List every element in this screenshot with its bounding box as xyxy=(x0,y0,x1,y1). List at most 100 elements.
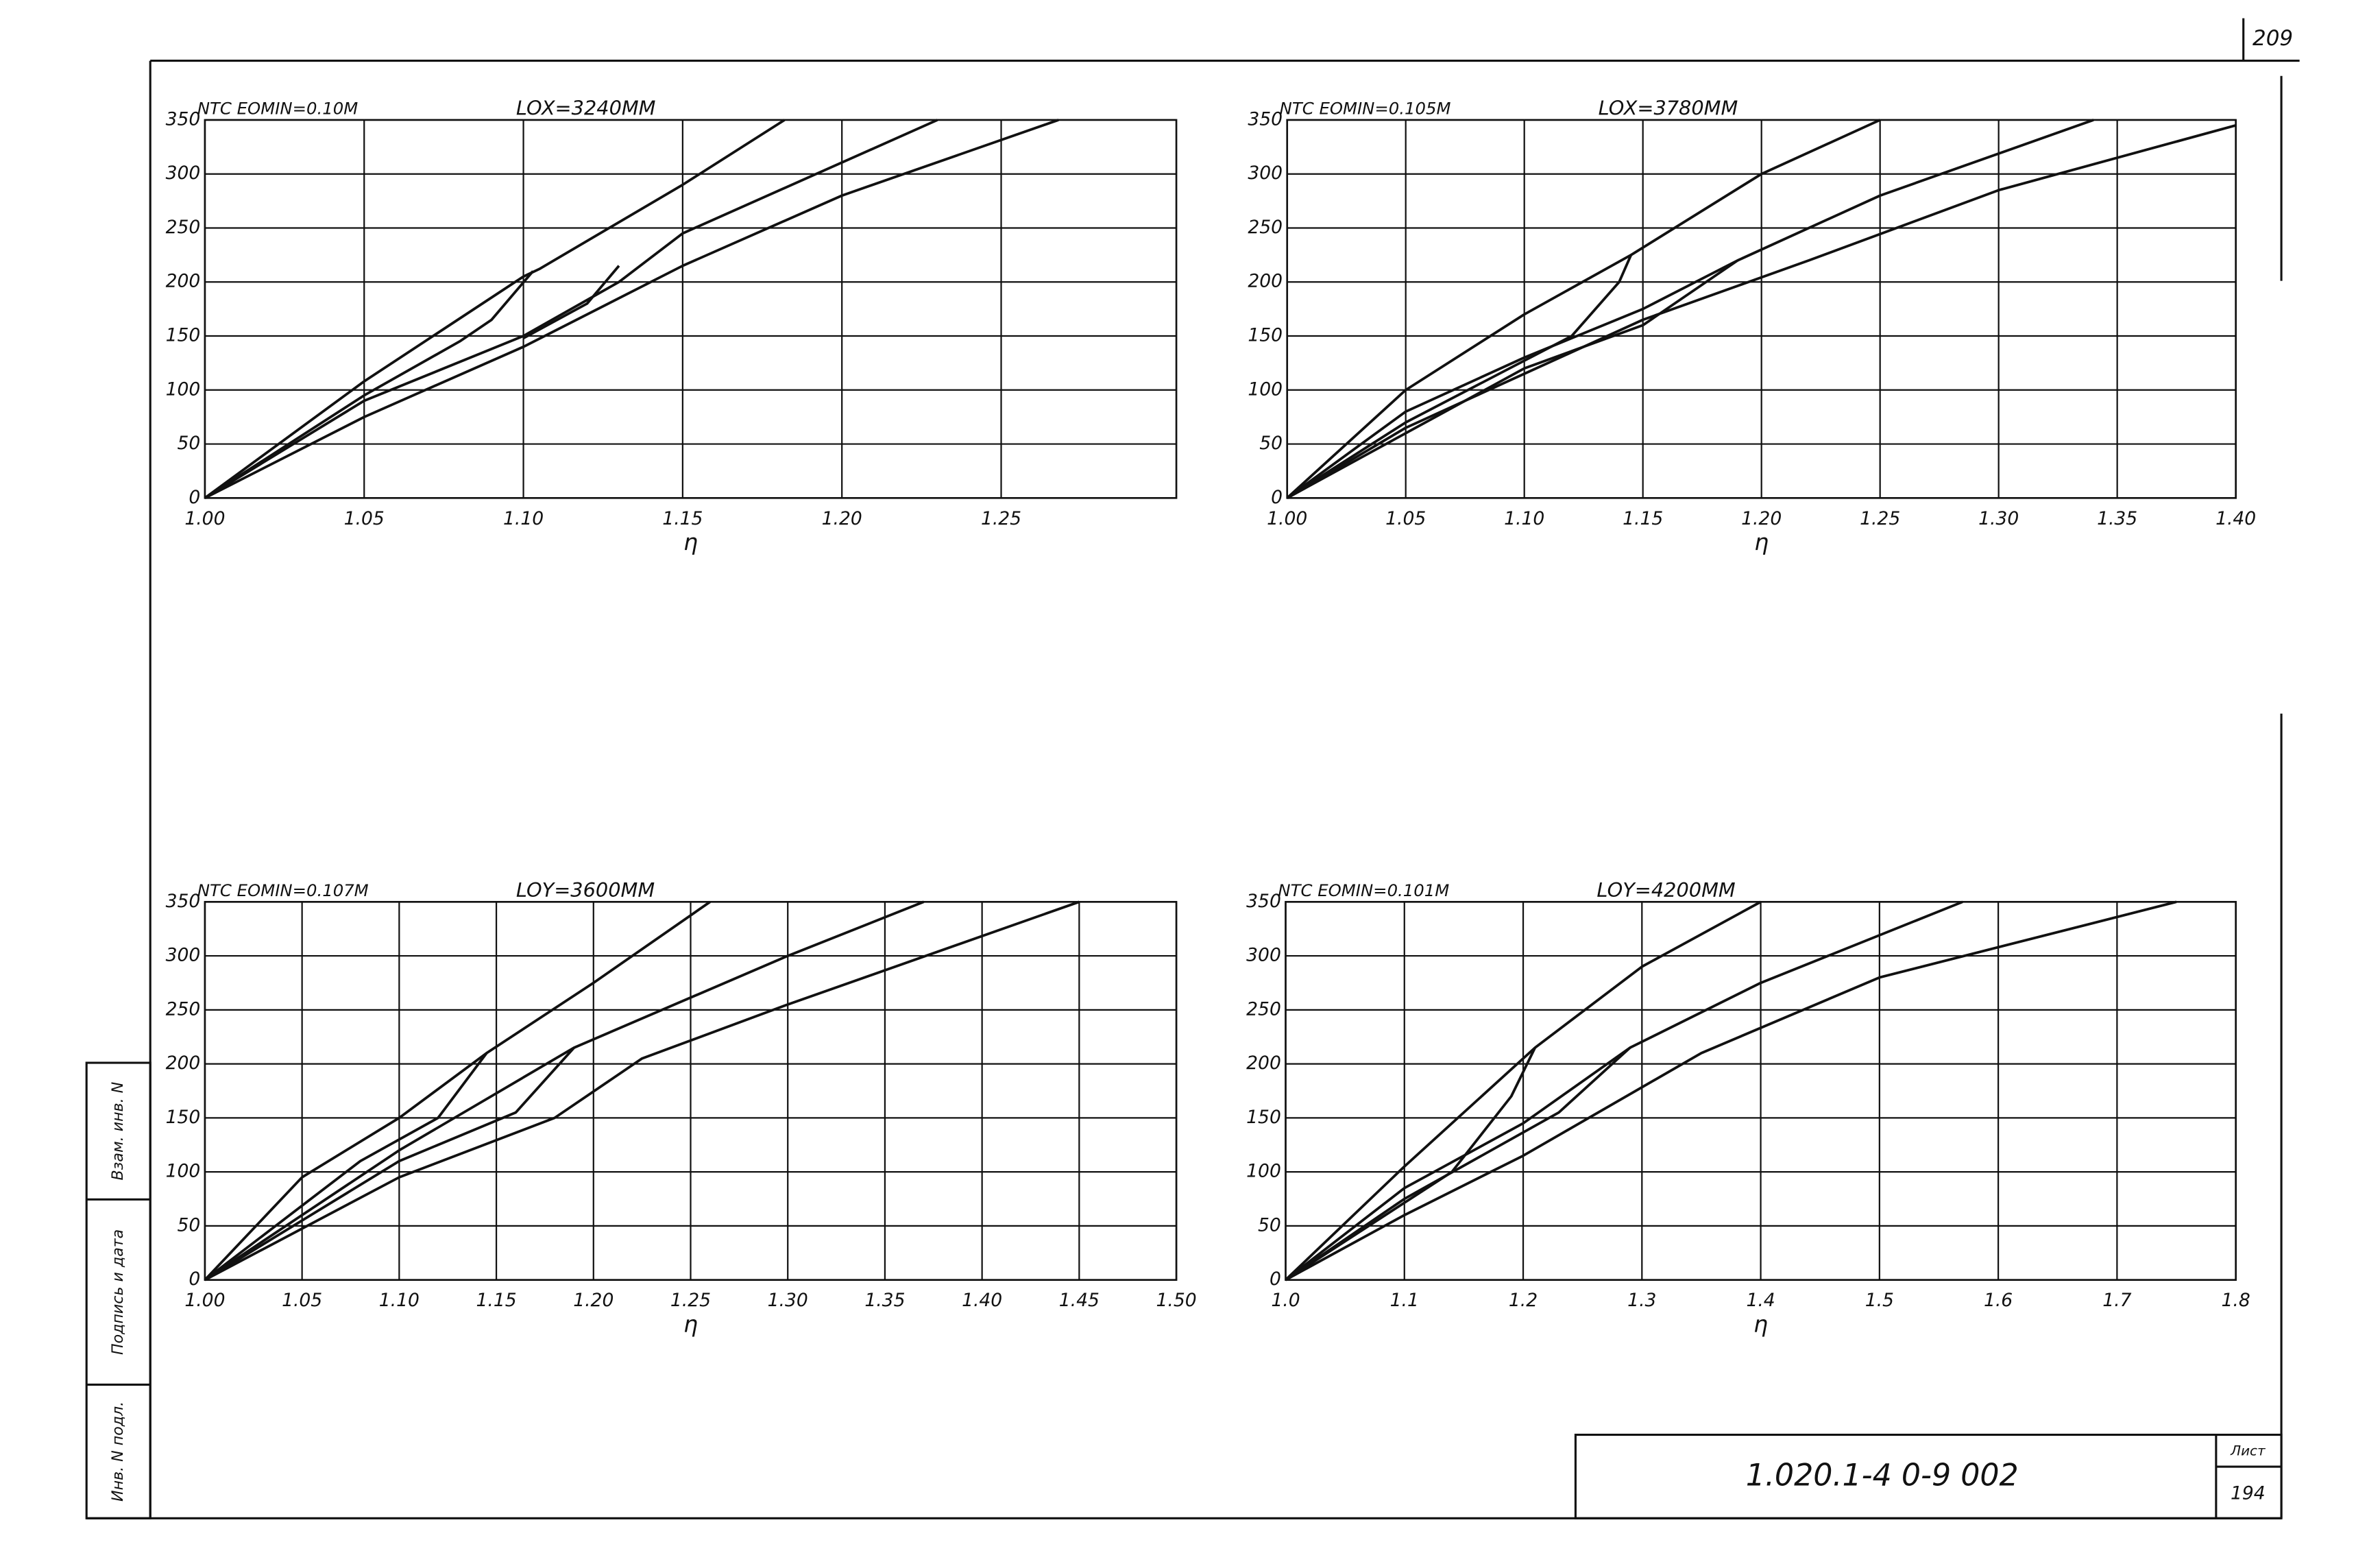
x-tick-label: 1.20 xyxy=(822,508,862,529)
y-tick-label: 250 xyxy=(1246,998,1281,1020)
x-tick-label: 1.25 xyxy=(1860,508,1900,529)
y-tick-label: 250 xyxy=(166,217,201,238)
y-tick-label: 100 xyxy=(1246,1161,1281,1182)
chart-subtitle: LOX=3780MM xyxy=(1599,96,1738,119)
x-tick-label: 1.20 xyxy=(573,1290,614,1311)
chart-title: NTC EOMIN=0.107M xyxy=(197,880,369,900)
x-tick-label: 1.15 xyxy=(662,508,703,529)
curve xyxy=(1286,254,1633,499)
y-tick-label: 150 xyxy=(1248,325,1283,346)
y-tick-label: 250 xyxy=(166,998,201,1020)
x-axis-label: η xyxy=(683,529,698,555)
doc-code: 1.020.1-4 0-9 002 xyxy=(1746,1458,2019,1493)
x-tick-label: 1.00 xyxy=(184,508,225,529)
chart-subtitle: LOY=4200MM xyxy=(1596,878,1735,902)
x-tick-label: 1.30 xyxy=(768,1290,808,1311)
y-tick-label: 350 xyxy=(1248,108,1283,130)
y-tick-label: 150 xyxy=(166,1107,201,1128)
y-tick-label: 0 xyxy=(1271,487,1283,508)
y-tick-label: 350 xyxy=(166,108,201,130)
x-tick-label: 1.5 xyxy=(1865,1290,1894,1311)
curve xyxy=(1285,1047,1537,1282)
chart: 0 50 100 150 200 250 300 350 1.00 1.05 1.10 1.15 1.2… xyxy=(166,878,1197,1338)
sheet-frame xyxy=(85,18,2300,1519)
side-label: Взам. инв. N xyxy=(109,1082,127,1181)
curve xyxy=(1285,1046,1631,1282)
x-tick-label: 1.2 xyxy=(1509,1290,1538,1311)
y-tick-label: 150 xyxy=(1246,1107,1281,1128)
x-tick-label: 1.20 xyxy=(1741,508,1782,529)
x-tick-label: 1.05 xyxy=(1385,508,1426,529)
chart: 0 50 100 150 200 250 300 350 1.00 1.05 1.10 1.15 1.2… xyxy=(166,96,1178,555)
chart-title: NTC EOMIN=0.101M xyxy=(1278,880,1449,900)
curve xyxy=(204,1052,488,1282)
curve xyxy=(204,900,1080,1282)
curve xyxy=(522,265,620,339)
curve xyxy=(1286,119,1881,499)
y-tick-label: 50 xyxy=(177,433,200,454)
chart-title: NTC EOMIN=0.105M xyxy=(1280,98,1451,118)
x-tick-label: 1.10 xyxy=(379,1290,420,1311)
curve xyxy=(204,270,534,499)
x-tick-label: 1.05 xyxy=(282,1290,322,1311)
y-tick-label: 250 xyxy=(1248,217,1283,238)
x-tick-label: 1.50 xyxy=(1156,1290,1196,1311)
chart: 0 50 100 150 200 250 300 350 1.0 1.1 1.2 1.3 1.4 1.5 1… xyxy=(1246,878,2250,1338)
y-tick-label: 300 xyxy=(166,945,201,966)
x-tick-label: 1.25 xyxy=(670,1290,711,1311)
y-tick-label: 50 xyxy=(1259,433,1283,454)
y-tick-label: 200 xyxy=(166,271,201,292)
x-tick-label: 1.35 xyxy=(2097,508,2137,529)
curve xyxy=(204,119,938,499)
sheet-label: Лист xyxy=(2230,1443,2266,1458)
chart-subtitle: LOX=3240MM xyxy=(516,96,656,119)
x-tick-label: 1.35 xyxy=(864,1290,905,1311)
x-tick-label: 1.10 xyxy=(1504,508,1544,529)
x-axis-label: η xyxy=(1753,1311,1768,1338)
curve xyxy=(204,1046,575,1282)
x-tick-label: 1.40 xyxy=(2215,508,2256,529)
y-tick-label: 300 xyxy=(166,163,201,184)
y-tick-label: 200 xyxy=(1246,1052,1281,1074)
y-tick-label: 300 xyxy=(1248,163,1283,184)
curve xyxy=(1285,900,1963,1282)
x-tick-label: 1.25 xyxy=(981,508,1021,529)
chart-title: NTC EOMIN=0.10M xyxy=(197,98,358,118)
x-tick-label: 1.1 xyxy=(1390,1290,1419,1311)
curve xyxy=(204,119,1059,499)
x-tick-label: 1.45 xyxy=(1059,1290,1100,1311)
x-tick-label: 1.7 xyxy=(2102,1290,2131,1311)
y-tick-label: 100 xyxy=(1248,378,1283,400)
x-tick-label: 1.30 xyxy=(1978,508,2019,529)
y-tick-label: 150 xyxy=(166,325,201,346)
curve xyxy=(1285,900,1762,1282)
y-tick-label: 300 xyxy=(1246,945,1281,966)
curve xyxy=(204,900,711,1281)
curve xyxy=(1286,124,2237,499)
y-tick-label: 0 xyxy=(1270,1268,1281,1290)
x-axis-label: η xyxy=(1754,529,1769,555)
x-tick-label: 1.15 xyxy=(476,1290,516,1311)
chart-subtitle: LOY=3600MM xyxy=(516,878,655,902)
x-tick-label: 1.8 xyxy=(2222,1290,2250,1311)
y-tick-label: 350 xyxy=(166,891,201,912)
y-tick-label: 50 xyxy=(177,1214,200,1236)
side-label: Подпись и дата xyxy=(109,1229,127,1355)
curve xyxy=(1286,119,2094,499)
page-number: 209 xyxy=(2252,26,2293,51)
x-tick-label: 1.05 xyxy=(344,508,385,529)
y-tick-label: 100 xyxy=(166,378,201,400)
x-axis-label: η xyxy=(683,1311,698,1338)
y-tick-label: 50 xyxy=(1258,1214,1281,1236)
y-tick-label: 100 xyxy=(166,1161,201,1182)
y-tick-label: 200 xyxy=(166,1052,201,1074)
x-tick-label: 1.3 xyxy=(1627,1290,1656,1311)
y-tick-label: 0 xyxy=(189,487,200,508)
x-tick-label: 1.15 xyxy=(1623,508,1663,529)
x-tick-label: 1.00 xyxy=(1267,508,1307,529)
x-tick-label: 1.00 xyxy=(184,1290,225,1311)
sheet-number: 194 xyxy=(2231,1482,2266,1504)
side-label: Инв. N подл. xyxy=(109,1401,127,1502)
x-tick-label: 1.4 xyxy=(1746,1290,1775,1311)
